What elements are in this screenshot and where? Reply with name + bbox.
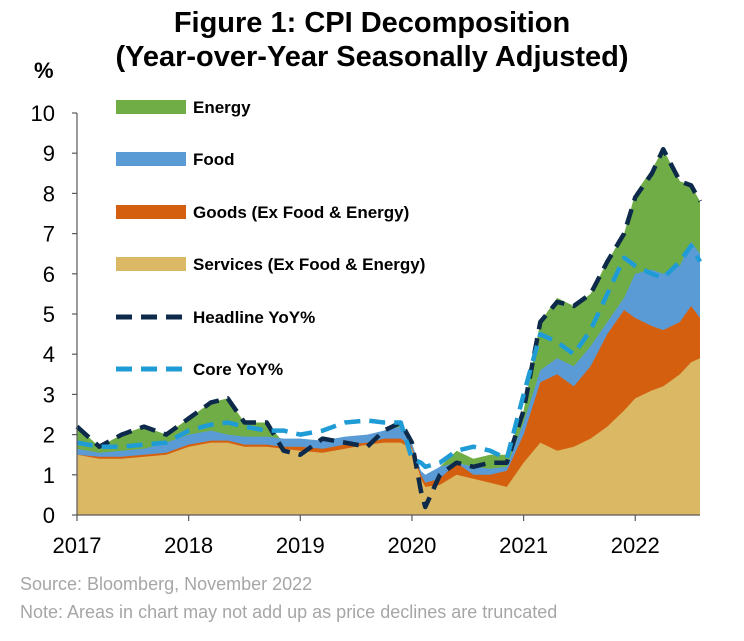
legend-swatch-energy xyxy=(116,100,186,114)
y-tick-label: 1 xyxy=(43,463,55,488)
y-tick-label: 3 xyxy=(43,382,55,407)
legend-swatch-food xyxy=(116,152,186,166)
legend-label-headline-yoy: Headline YoY% xyxy=(193,308,315,327)
legend-label-energy: Energy xyxy=(193,98,251,117)
axes: 0 1 2 3 4 5 6 7 8 9 10 2017 2018 2019 2020 2021 2022 xyxy=(31,101,700,558)
line-core-yoy xyxy=(76,243,702,470)
y-tick-label: 0 xyxy=(43,503,55,528)
y-tick-label: 10 xyxy=(31,101,55,126)
legend-label-core-yoy: Core YoY% xyxy=(193,360,283,379)
x-tick-label: 2021 xyxy=(499,533,548,558)
legend-label-goods-ex-food-energy: Goods (Ex Food & Energy) xyxy=(193,203,409,222)
chart-title: Figure 1: CPI Decomposition (Year-over-Y… xyxy=(0,6,744,74)
line-headline-yoy xyxy=(75,146,702,510)
chart-title-line1: Figure 1: CPI Decomposition xyxy=(173,7,571,39)
y-tick-label: 4 xyxy=(43,342,55,367)
chart-title-line2: (Year-over-Year Seasonally Adjusted) xyxy=(115,41,629,73)
footnote: Note: Areas in chart may not add up as p… xyxy=(20,602,558,622)
x-tick-label: 2019 xyxy=(276,533,325,558)
x-tick-label: 2022 xyxy=(611,533,660,558)
y-tick-label: 6 xyxy=(43,262,55,287)
legend-label-services-ex-food-energy: Services (Ex Food & Energy) xyxy=(193,255,425,274)
legend-swatch-services-ex-food-energy xyxy=(116,257,186,271)
y-tick-label: 2 xyxy=(43,423,55,448)
y-tick-label: 7 xyxy=(43,222,55,247)
line-layers xyxy=(75,146,702,510)
y-unit-label: % xyxy=(34,58,54,83)
x-tick-label: 2017 xyxy=(53,533,102,558)
y-tick-label: 9 xyxy=(43,141,55,166)
legend-label-food: Food xyxy=(193,150,235,169)
x-tick-label: 2020 xyxy=(387,533,436,558)
area-services-ex-food-energy xyxy=(77,358,700,515)
source-note: Source: Bloomberg, November 2022 xyxy=(20,574,313,594)
x-tick-label: 2018 xyxy=(164,533,213,558)
y-tick-label: 5 xyxy=(43,302,55,327)
y-tick-label: 8 xyxy=(43,181,55,206)
legend: Energy Food Goods (Ex Food & Energy) Servic… xyxy=(116,98,425,379)
legend-swatch-goods-ex-food-energy xyxy=(116,205,186,219)
